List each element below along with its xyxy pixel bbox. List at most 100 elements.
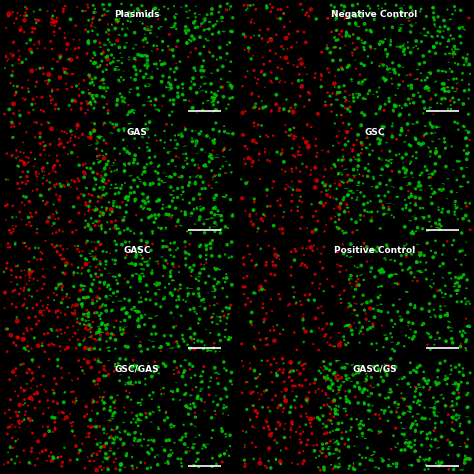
- Point: [217, 54, 224, 62]
- Point: [402, 253, 410, 260]
- Point: [95, 217, 103, 225]
- Point: [349, 31, 357, 38]
- Point: [50, 201, 57, 208]
- Point: [287, 272, 295, 279]
- Point: [69, 70, 77, 78]
- Point: [327, 437, 334, 445]
- Point: [295, 56, 302, 64]
- Point: [93, 137, 100, 144]
- Point: [297, 412, 305, 420]
- Point: [451, 463, 458, 470]
- Point: [424, 29, 432, 36]
- Point: [28, 100, 36, 108]
- Point: [87, 423, 94, 431]
- Point: [84, 28, 92, 36]
- Point: [425, 465, 432, 473]
- Point: [212, 119, 219, 127]
- Point: [425, 456, 432, 464]
- Point: [119, 136, 127, 144]
- Point: [174, 173, 182, 180]
- Point: [411, 194, 419, 201]
- Point: [116, 272, 123, 279]
- Point: [306, 90, 314, 97]
- Point: [176, 174, 183, 182]
- Point: [162, 224, 170, 232]
- Point: [434, 412, 441, 420]
- Ellipse shape: [156, 455, 159, 456]
- Point: [397, 447, 405, 454]
- Point: [306, 419, 314, 427]
- Point: [16, 185, 23, 192]
- Point: [307, 166, 315, 174]
- Point: [83, 50, 91, 57]
- Point: [349, 146, 357, 153]
- Point: [294, 151, 302, 159]
- Point: [155, 162, 163, 169]
- Point: [197, 22, 204, 30]
- Point: [376, 63, 383, 70]
- Point: [367, 268, 374, 275]
- Point: [155, 403, 163, 411]
- Point: [272, 456, 280, 464]
- Point: [432, 378, 439, 386]
- Ellipse shape: [366, 395, 371, 397]
- Point: [338, 419, 346, 427]
- Point: [339, 146, 346, 154]
- Point: [46, 428, 53, 435]
- Point: [444, 105, 452, 113]
- Point: [342, 141, 349, 149]
- Point: [417, 391, 424, 398]
- Point: [260, 424, 268, 432]
- Point: [128, 1, 135, 9]
- Point: [89, 79, 96, 86]
- Point: [127, 283, 134, 291]
- Point: [67, 419, 74, 427]
- Point: [276, 402, 283, 410]
- Point: [132, 379, 139, 386]
- Point: [29, 95, 37, 103]
- Point: [197, 395, 205, 403]
- Point: [417, 171, 424, 179]
- Point: [249, 402, 256, 410]
- Point: [165, 203, 173, 210]
- Point: [429, 123, 437, 131]
- Point: [343, 28, 350, 36]
- Point: [337, 394, 344, 402]
- Point: [292, 404, 299, 411]
- Point: [141, 112, 149, 119]
- Ellipse shape: [190, 216, 191, 217]
- Point: [340, 333, 347, 340]
- Ellipse shape: [439, 394, 443, 396]
- Ellipse shape: [145, 142, 149, 144]
- Point: [455, 393, 463, 401]
- Point: [37, 191, 45, 199]
- Point: [98, 220, 105, 228]
- Ellipse shape: [359, 423, 362, 424]
- Point: [65, 369, 73, 377]
- Point: [109, 199, 117, 207]
- Ellipse shape: [96, 155, 99, 157]
- Ellipse shape: [351, 286, 353, 287]
- Point: [362, 164, 369, 172]
- Ellipse shape: [407, 410, 409, 412]
- Point: [239, 82, 246, 90]
- Point: [425, 212, 433, 220]
- Point: [30, 391, 38, 398]
- Point: [321, 101, 329, 109]
- Point: [129, 272, 137, 279]
- Point: [390, 301, 397, 309]
- Point: [405, 334, 413, 341]
- Point: [33, 78, 40, 86]
- Point: [263, 192, 271, 200]
- Point: [92, 436, 100, 443]
- Point: [4, 430, 11, 438]
- Ellipse shape: [182, 153, 185, 155]
- Point: [12, 408, 20, 416]
- Point: [92, 145, 100, 152]
- Point: [200, 67, 208, 74]
- Point: [429, 170, 437, 178]
- Point: [20, 287, 27, 294]
- Ellipse shape: [109, 295, 112, 297]
- Point: [282, 420, 289, 428]
- Ellipse shape: [158, 289, 161, 290]
